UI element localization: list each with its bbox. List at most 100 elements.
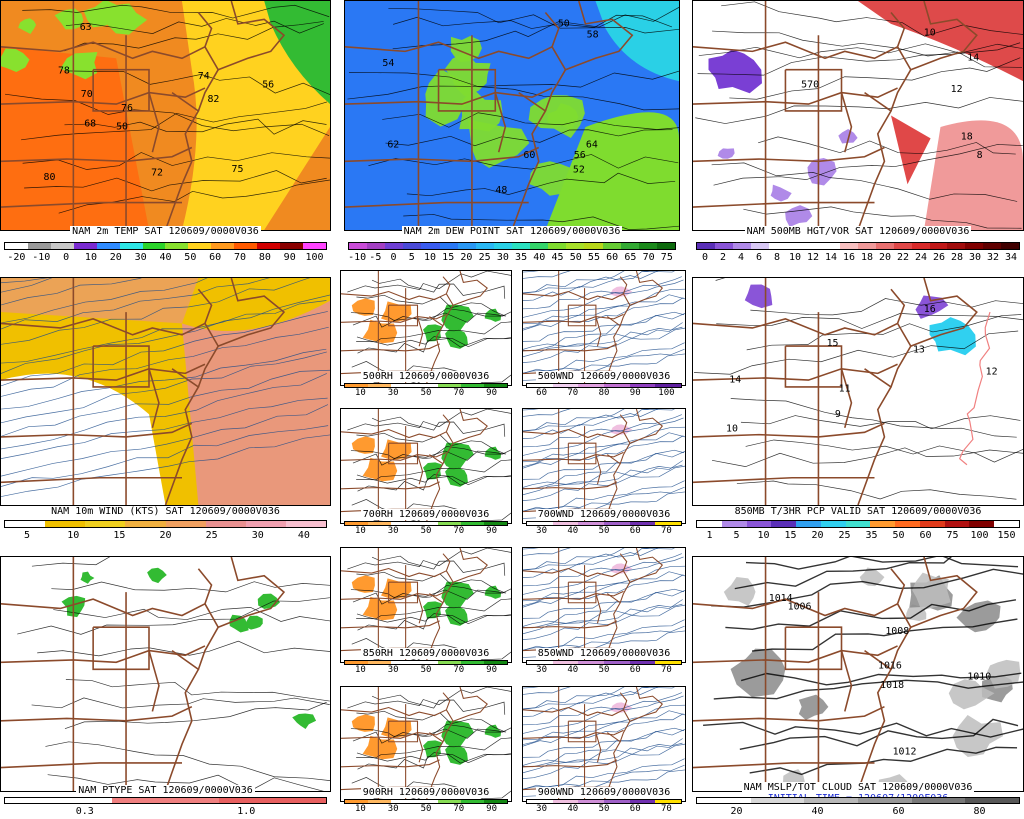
contour-label: 1012 bbox=[893, 747, 917, 758]
dew-shade-ocean bbox=[545, 112, 679, 230]
color-scale-label: 60 bbox=[629, 665, 641, 675]
color-scale-swatch bbox=[188, 243, 212, 249]
streamline bbox=[523, 327, 685, 363]
color-scale-label: 20 bbox=[878, 252, 892, 263]
streamline bbox=[523, 704, 685, 745]
color-scale-labels: 30 40 50 60 70 bbox=[526, 526, 682, 537]
color-scale-label: 40 bbox=[159, 252, 172, 263]
state-border-line bbox=[197, 288, 213, 324]
state-border-line bbox=[1, 762, 182, 769]
contour-label: 58 bbox=[587, 29, 599, 40]
color-scale-label: 45 bbox=[551, 252, 564, 263]
state-border-line bbox=[442, 431, 454, 464]
panel-title: NAM 2m TEMP SAT 120609/0000V036 bbox=[0, 226, 331, 237]
contour-label: 570 bbox=[801, 79, 819, 90]
color-scale-bar bbox=[344, 383, 508, 388]
panel-2m-dewpoint: 54 56 58 60 62 50 52 48 64 NAM 2m DEW POINT SAT 1… bbox=[344, 0, 680, 268]
contour-line bbox=[17, 597, 330, 635]
color-scale-swatch bbox=[584, 243, 603, 249]
color-scale-label: 40 bbox=[567, 526, 579, 536]
streamline bbox=[523, 288, 685, 329]
contour-line bbox=[347, 271, 511, 293]
color-scale-swatch bbox=[530, 243, 549, 249]
state-border-line bbox=[1, 363, 206, 381]
contour-line bbox=[368, 154, 679, 170]
color-scale-swatch bbox=[721, 521, 747, 527]
color-scale-swatch bbox=[73, 243, 97, 249]
panel-title: 850RH 120609/0000V036 bbox=[340, 648, 512, 659]
color-scale-labels: -10 -5 0 5 10 15 20 25 30 35 40 45 50 55 60 65 70 75 bbox=[348, 252, 676, 263]
streamline bbox=[523, 271, 685, 301]
state-border-line bbox=[890, 288, 906, 324]
state-border-line bbox=[341, 428, 447, 439]
contour-label: 70 bbox=[81, 89, 93, 100]
color-scale-label: 20 bbox=[159, 530, 172, 541]
streamline bbox=[523, 687, 685, 717]
panel-title: 900RH 120609/0000V036 bbox=[340, 787, 512, 798]
contour-label: 1014 bbox=[769, 593, 793, 604]
color-scale-label: -10 bbox=[32, 252, 51, 263]
ptype-shade-rain bbox=[147, 567, 167, 584]
swnd-shade-jet bbox=[610, 424, 633, 435]
color-scale-label: 75 bbox=[660, 252, 673, 263]
contour-line bbox=[371, 555, 506, 576]
rh-shade-moist bbox=[484, 308, 502, 322]
color-scale-label: 100 bbox=[658, 388, 675, 398]
state-border-line bbox=[164, 368, 200, 505]
map-graphic bbox=[1, 278, 330, 505]
color-scale-swatch bbox=[714, 243, 733, 249]
state-border-line bbox=[693, 598, 898, 617]
contour-line bbox=[350, 312, 507, 323]
contour-line bbox=[351, 638, 511, 661]
color-scale-label: 80 bbox=[973, 806, 986, 817]
panel-title-text: 700RH 120609/0000V036 bbox=[360, 509, 492, 520]
contour-line bbox=[711, 568, 1023, 608]
color-scale-labels: 5 10 15 20 25 30 40 bbox=[4, 530, 327, 541]
color-scale-swatch bbox=[870, 521, 896, 527]
color-scale-labels: 30 40 50 60 70 bbox=[526, 804, 682, 815]
color-scale-swatch bbox=[750, 243, 769, 249]
color-scale-swatch bbox=[165, 243, 189, 249]
streamline bbox=[1, 397, 328, 459]
color-scale-label: 50 bbox=[420, 804, 432, 814]
state-border-line bbox=[1, 645, 206, 664]
color-scale-swatch bbox=[604, 800, 630, 803]
contour-line bbox=[713, 679, 1023, 700]
color-scale-label: 70 bbox=[567, 388, 579, 398]
streamline bbox=[523, 342, 685, 374]
contour-label: 1008 bbox=[885, 626, 909, 637]
contour-label: 1006 bbox=[788, 601, 812, 612]
state-border-line bbox=[890, 323, 912, 388]
streamline bbox=[523, 417, 684, 456]
color-scale-swatch bbox=[457, 243, 476, 249]
color-scale-labels: 20 40 60 80 bbox=[696, 806, 1020, 817]
streamline bbox=[523, 548, 685, 578]
streamline bbox=[523, 599, 683, 635]
map-frame bbox=[340, 686, 512, 802]
color-scale-swatch bbox=[578, 522, 605, 525]
state-border-line bbox=[1, 318, 206, 336]
panel-title-text: NAM 500MB HGT/VOR SAT 120609/0000V036 bbox=[744, 226, 972, 237]
streamline bbox=[523, 460, 683, 496]
color-scale-label: 28 bbox=[950, 252, 964, 263]
color-scale-label: 40 bbox=[567, 665, 579, 675]
color-scale-swatch bbox=[119, 243, 143, 249]
state-border-line bbox=[629, 548, 664, 583]
rh-shade-moist bbox=[484, 446, 502, 460]
map-background bbox=[1, 557, 330, 791]
contour-line bbox=[739, 718, 1019, 751]
ptype-shade-rain bbox=[80, 571, 95, 584]
color-scale-swatch bbox=[602, 243, 621, 249]
state-border-line bbox=[217, 557, 286, 628]
color-scale-label: 1 bbox=[706, 530, 713, 541]
streamline bbox=[523, 409, 571, 417]
contour-line bbox=[382, 112, 679, 130]
contour-label: 1016 bbox=[878, 661, 902, 672]
panel-850mb-temp-precip: 15 12 13 14 11 10 9 16 850MB T/3HR PCP VALID SAT… bbox=[692, 277, 1024, 543]
color-scale-swatch bbox=[527, 800, 553, 803]
state-border-line bbox=[442, 570, 454, 603]
color-scale-label: 50 bbox=[420, 526, 432, 536]
color-scale-swatch bbox=[345, 800, 369, 803]
color-scale-swatch bbox=[911, 243, 930, 249]
color-scale-label: 40 bbox=[811, 806, 824, 817]
